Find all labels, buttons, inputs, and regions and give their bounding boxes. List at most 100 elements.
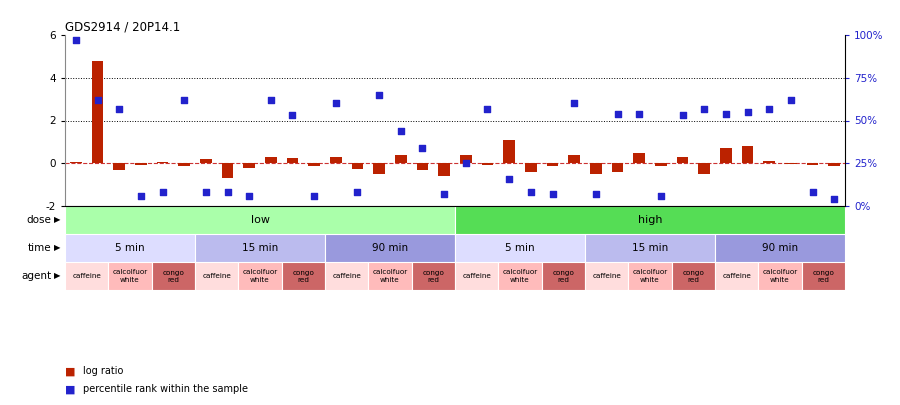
Bar bbox=[590, 163, 602, 174]
Bar bbox=[195, 234, 325, 262]
Bar bbox=[152, 262, 195, 290]
Text: calcolfuor
white: calcolfuor white bbox=[762, 269, 797, 283]
Bar bbox=[108, 262, 152, 290]
Bar bbox=[92, 61, 104, 163]
Text: 5 min: 5 min bbox=[505, 243, 535, 253]
Point bbox=[393, 128, 408, 134]
Text: caffeine: caffeine bbox=[72, 273, 101, 279]
Text: high: high bbox=[638, 215, 662, 225]
Bar bbox=[65, 262, 108, 290]
Bar bbox=[628, 262, 671, 290]
Point bbox=[567, 100, 581, 107]
Point bbox=[437, 191, 452, 197]
Text: caffeine: caffeine bbox=[202, 273, 231, 279]
Point bbox=[459, 160, 473, 166]
Bar bbox=[395, 155, 407, 163]
Bar bbox=[70, 162, 82, 163]
Bar bbox=[499, 262, 542, 290]
Bar bbox=[65, 234, 195, 262]
Text: caffeine: caffeine bbox=[722, 273, 752, 279]
Text: agent: agent bbox=[22, 271, 51, 281]
Bar bbox=[720, 148, 732, 163]
Point bbox=[156, 189, 170, 196]
Bar bbox=[221, 163, 233, 178]
Bar bbox=[113, 163, 125, 170]
Point bbox=[285, 112, 300, 119]
Text: congo
red: congo red bbox=[292, 269, 314, 283]
Bar bbox=[742, 146, 753, 163]
Text: congo
red: congo red bbox=[162, 269, 184, 283]
Text: ■: ■ bbox=[65, 384, 76, 394]
Point bbox=[806, 189, 820, 196]
Point bbox=[545, 191, 560, 197]
Text: percentile rank within the sample: percentile rank within the sample bbox=[83, 384, 248, 394]
Bar bbox=[634, 153, 645, 163]
Bar bbox=[282, 262, 325, 290]
Bar bbox=[438, 163, 450, 176]
Bar bbox=[238, 262, 282, 290]
Point bbox=[784, 97, 798, 103]
Bar bbox=[135, 163, 147, 165]
Bar bbox=[178, 163, 190, 166]
Text: ▶: ▶ bbox=[54, 271, 60, 281]
Text: caffeine: caffeine bbox=[463, 273, 491, 279]
Point bbox=[718, 111, 733, 117]
Bar bbox=[828, 163, 840, 166]
Bar bbox=[585, 262, 628, 290]
Bar bbox=[157, 162, 168, 163]
Point bbox=[264, 97, 278, 103]
Bar bbox=[715, 262, 759, 290]
Bar bbox=[542, 262, 585, 290]
Point bbox=[242, 192, 256, 199]
Bar bbox=[546, 163, 559, 166]
Point bbox=[762, 105, 777, 112]
Point bbox=[68, 37, 83, 43]
Text: GDS2914 / 20P14.1: GDS2914 / 20P14.1 bbox=[65, 21, 180, 34]
Bar bbox=[195, 262, 239, 290]
Point bbox=[350, 189, 365, 196]
Text: caffeine: caffeine bbox=[332, 273, 361, 279]
Bar bbox=[482, 163, 493, 165]
Point bbox=[328, 100, 343, 107]
Point bbox=[372, 92, 386, 98]
Text: calcolfuor
white: calcolfuor white bbox=[112, 269, 148, 283]
Point bbox=[524, 189, 538, 196]
Bar bbox=[308, 163, 320, 166]
Bar bbox=[417, 163, 428, 170]
Text: 5 min: 5 min bbox=[115, 243, 145, 253]
Bar bbox=[759, 262, 802, 290]
Bar bbox=[677, 157, 688, 163]
Point bbox=[675, 112, 689, 119]
Point bbox=[502, 175, 517, 182]
Bar bbox=[698, 163, 710, 174]
Text: 15 min: 15 min bbox=[242, 243, 278, 253]
Bar bbox=[325, 262, 368, 290]
Text: ▶: ▶ bbox=[54, 215, 60, 224]
Bar bbox=[265, 157, 277, 163]
Text: calcolfuor
white: calcolfuor white bbox=[502, 269, 537, 283]
Text: caffeine: caffeine bbox=[592, 273, 621, 279]
Point bbox=[307, 192, 321, 199]
Bar bbox=[411, 262, 455, 290]
Text: time: time bbox=[28, 243, 51, 253]
Bar bbox=[200, 159, 212, 163]
Bar bbox=[65, 206, 455, 234]
Text: ■: ■ bbox=[65, 366, 76, 376]
Bar bbox=[715, 234, 845, 262]
Text: dose: dose bbox=[27, 215, 51, 225]
Bar bbox=[763, 161, 775, 163]
Point bbox=[481, 105, 495, 112]
Bar bbox=[806, 163, 818, 165]
Text: ▶: ▶ bbox=[54, 243, 60, 252]
Bar bbox=[368, 262, 411, 290]
Point bbox=[653, 192, 668, 199]
Bar bbox=[585, 234, 715, 262]
Point bbox=[199, 189, 213, 196]
Text: log ratio: log ratio bbox=[83, 366, 123, 376]
Text: congo
red: congo red bbox=[553, 269, 574, 283]
Point bbox=[90, 97, 104, 103]
Bar bbox=[455, 206, 845, 234]
Point bbox=[697, 105, 711, 112]
Point bbox=[610, 111, 625, 117]
Bar bbox=[671, 262, 715, 290]
